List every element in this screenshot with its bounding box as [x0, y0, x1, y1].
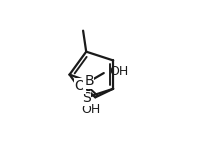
Text: O: O — [75, 79, 85, 93]
Text: OH: OH — [81, 103, 100, 116]
Text: S: S — [82, 91, 91, 105]
Text: B: B — [84, 74, 94, 88]
Text: OH: OH — [109, 65, 128, 78]
